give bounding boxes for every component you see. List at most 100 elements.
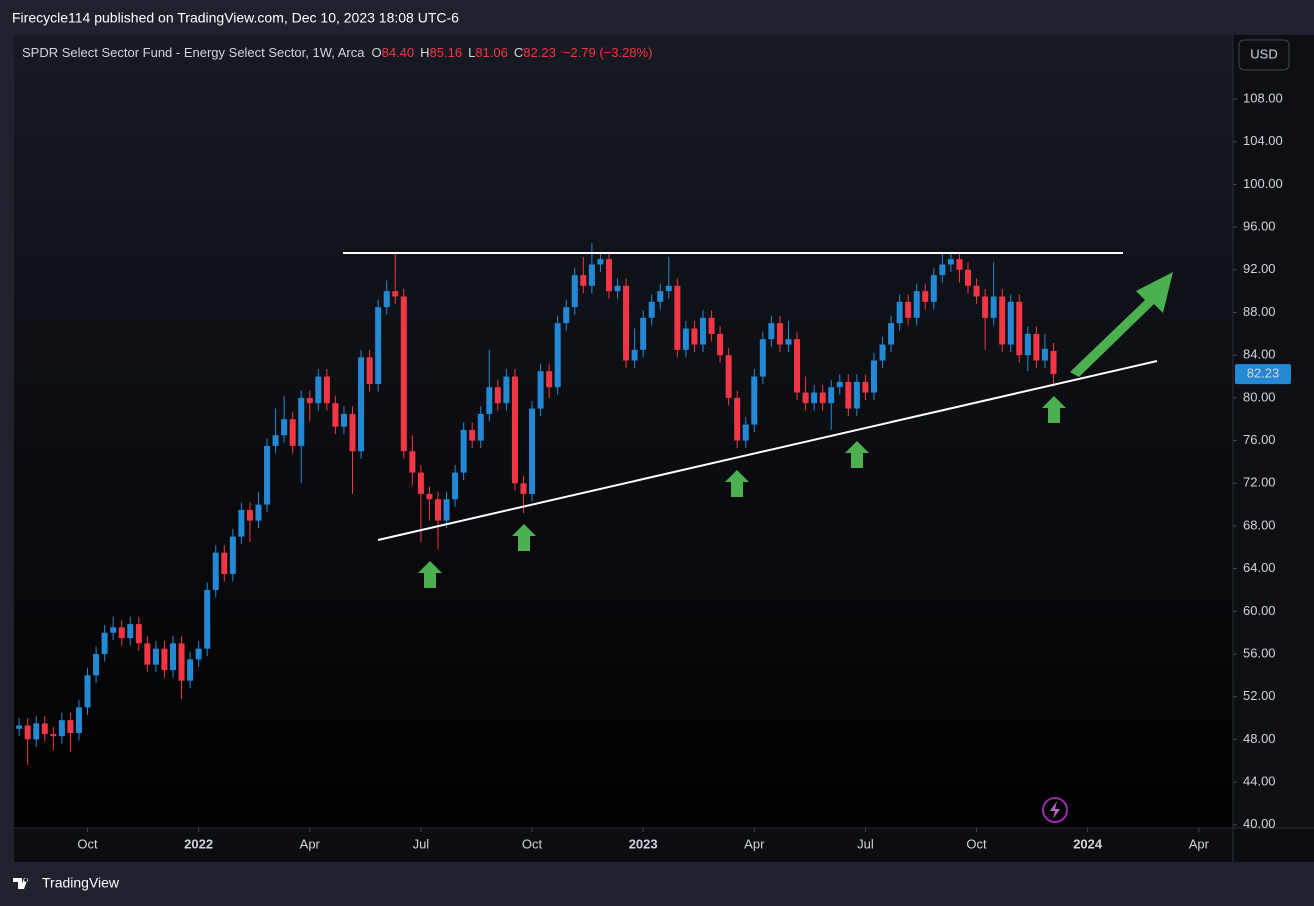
candle-body	[862, 381, 869, 393]
candle-body	[221, 552, 228, 574]
candle-body	[332, 403, 339, 427]
x-tick-label: Apr	[1189, 836, 1210, 851]
candle-body	[503, 376, 510, 404]
candle-body	[563, 307, 570, 324]
legend-value: 84.40	[382, 45, 415, 60]
up-arrow	[845, 441, 869, 468]
candle-body	[879, 344, 886, 361]
y-tick-label: 60.00	[1243, 603, 1276, 618]
candle-body	[888, 323, 895, 345]
candle-body	[16, 725, 23, 729]
y-tick-label: 44.00	[1243, 774, 1276, 789]
candle-body	[161, 648, 168, 671]
candle-body	[870, 360, 877, 393]
candle-body	[982, 296, 989, 318]
publish-info: Firecycle114 published on TradingView.co…	[12, 10, 459, 26]
legend-key: O	[371, 45, 381, 60]
candle-body	[605, 259, 612, 292]
candle-body	[110, 627, 117, 633]
y-tick-label: 40.00	[1243, 816, 1276, 831]
candle-body	[836, 381, 843, 388]
candle-body	[24, 725, 31, 740]
candle-body	[990, 296, 997, 318]
candle-body	[460, 429, 467, 473]
candle-body	[913, 291, 920, 318]
x-tick-label: 2023	[629, 836, 658, 851]
candle-body	[366, 357, 373, 385]
candle-body	[794, 339, 801, 393]
drawings	[343, 252, 1173, 588]
candle-body	[375, 307, 382, 385]
candle-body	[725, 355, 732, 398]
candle-body	[127, 624, 134, 639]
candle-body	[469, 429, 476, 441]
candle-body	[392, 291, 399, 297]
trend-arrow	[1070, 272, 1173, 377]
candle-body	[358, 357, 365, 452]
candle-body	[195, 648, 202, 660]
x-tick-label: Oct	[77, 836, 98, 851]
alert-icon[interactable]	[1042, 797, 1068, 823]
y-tick-label: 64.00	[1243, 560, 1276, 575]
candle-body	[965, 269, 971, 286]
y-tick-label: 100.00	[1243, 176, 1283, 191]
candle-body	[170, 643, 176, 671]
candle-body	[751, 376, 758, 425]
candle-body	[785, 339, 792, 345]
candle-body	[742, 424, 749, 441]
candle-body	[511, 376, 518, 484]
candle-body	[349, 413, 356, 452]
y-tick-label: 72.00	[1243, 475, 1276, 490]
x-tick-label: 2022	[184, 836, 213, 851]
candle-body	[323, 376, 330, 404]
candle-body	[614, 285, 621, 292]
candle-body	[272, 435, 279, 446]
candle-body	[853, 381, 860, 409]
x-tick-label: Apr	[300, 836, 321, 851]
currency-button[interactable]	[1238, 39, 1290, 71]
candle-body	[759, 339, 766, 377]
candle-body	[811, 392, 818, 404]
candle-body	[973, 285, 980, 297]
up-arrow	[1042, 396, 1066, 423]
candle-body	[1007, 301, 1014, 345]
candle-body	[1033, 333, 1040, 361]
candle-body	[477, 413, 484, 441]
candle-body	[289, 419, 296, 446]
candle-body	[717, 333, 724, 356]
legend-title: SPDR Select Sector Fund - Energy Select …	[22, 45, 365, 60]
legend-key: C	[514, 45, 523, 60]
candle-body	[623, 285, 630, 361]
candle-body	[546, 371, 553, 388]
alert-bolt	[1050, 801, 1060, 819]
candle-body	[443, 499, 450, 521]
y-tick-label: 84.00	[1243, 347, 1276, 362]
candle-body	[486, 387, 493, 414]
candle-body	[33, 723, 40, 740]
candle-body	[520, 483, 527, 494]
x-tick-label: Oct	[966, 836, 987, 851]
candle-body	[426, 493, 433, 500]
y-tick-label: 80.00	[1243, 389, 1276, 404]
candle-body	[571, 275, 578, 308]
brand-logo: TradingView	[13, 875, 120, 891]
candle-body	[340, 413, 347, 427]
brand: TradingView	[42, 875, 120, 891]
candle-body	[631, 349, 638, 361]
x-tick-label: Oct	[522, 836, 543, 851]
candles	[16, 243, 1057, 766]
candle-body	[776, 323, 783, 345]
candle-body	[298, 397, 305, 446]
candle-body	[999, 296, 1006, 345]
candle-body	[845, 381, 852, 409]
candle-body	[819, 392, 826, 404]
up-arrow	[418, 561, 442, 588]
x-tick-label: Jul	[857, 836, 874, 851]
up-arrow	[725, 470, 749, 497]
candle-body	[947, 259, 954, 265]
candle-body	[452, 472, 459, 500]
candle-body	[152, 648, 159, 665]
candle-body	[435, 499, 441, 521]
y-tick-label: 48.00	[1243, 731, 1276, 746]
